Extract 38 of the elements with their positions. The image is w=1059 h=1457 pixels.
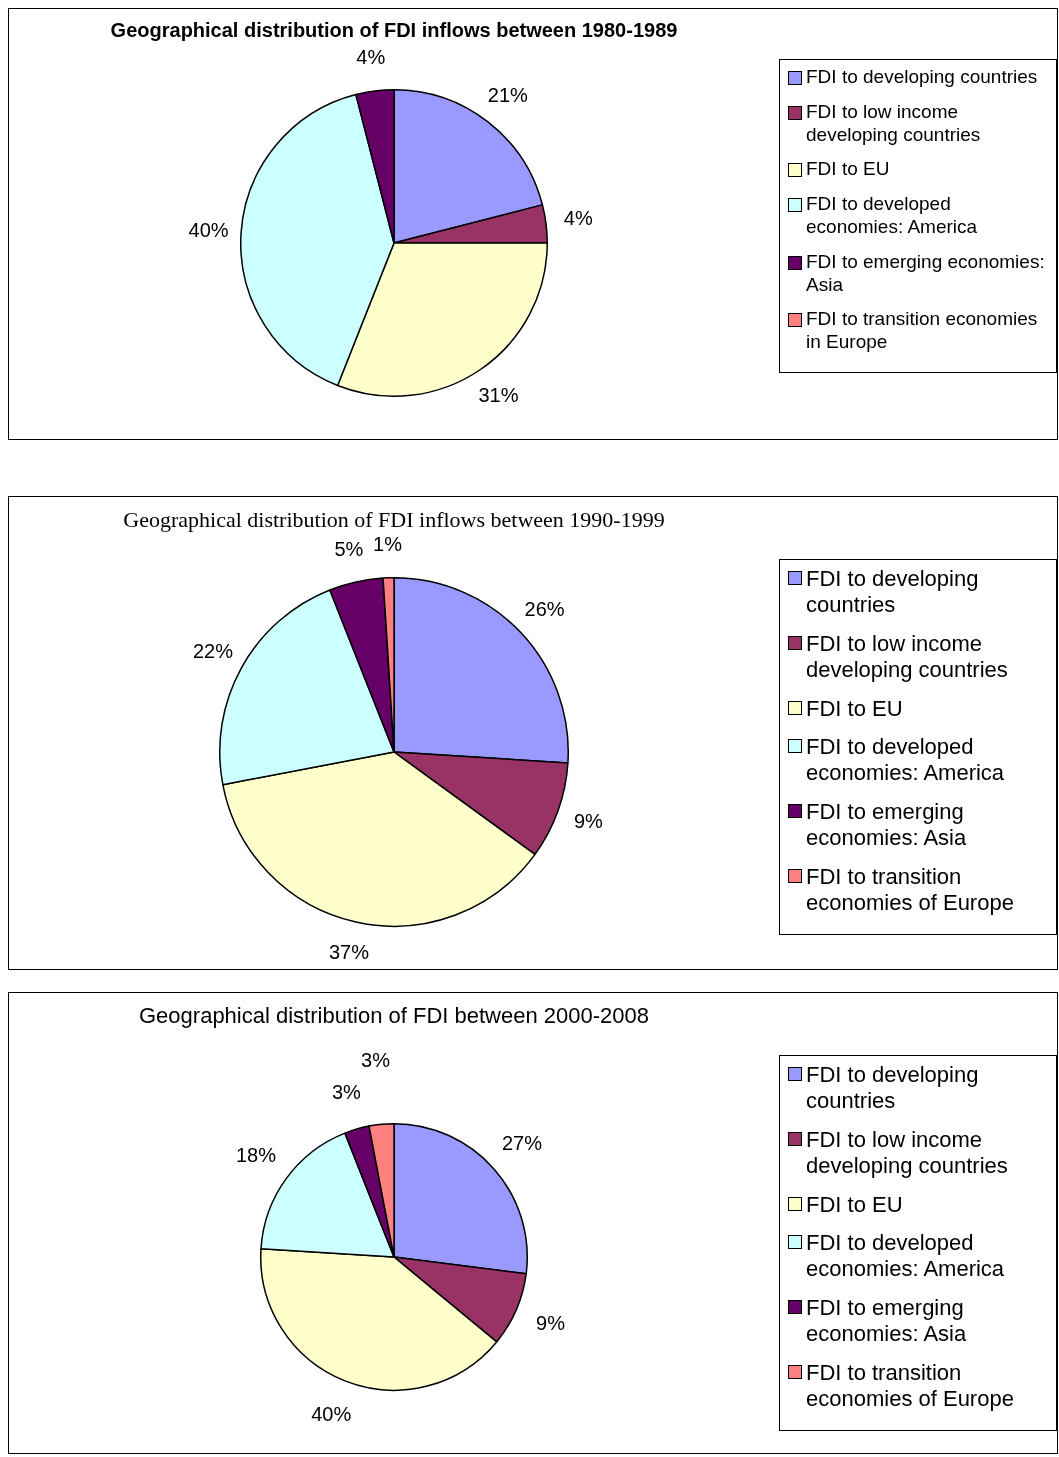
data-label: 31% xyxy=(478,384,519,407)
legend-label: FDI to transition economies of Europe xyxy=(806,863,1015,917)
legend-label: FDI to EU xyxy=(806,1191,903,1218)
data-label: 9% xyxy=(573,809,604,832)
data-label: 21% xyxy=(487,83,529,106)
legend-label: FDI to transition economies of Europe xyxy=(806,1359,1015,1413)
data-label: 22% xyxy=(192,639,234,662)
data-label: 1% xyxy=(373,532,403,555)
chart-title: Geographical distribution of FDI inflows between 1990-1999 xyxy=(123,507,665,532)
legend-label: FDI to developed economies: America xyxy=(806,733,1006,787)
legend-label: FDI to emerging economies: Asia xyxy=(806,798,968,852)
legend-label: FDI to EU xyxy=(806,158,890,182)
data-label: 3% xyxy=(331,1080,362,1103)
chart-title: Geographical distribution of FDI inflows between 1980-1989 xyxy=(110,19,678,41)
data-label: 40% xyxy=(311,1403,352,1426)
data-label: 4% xyxy=(563,207,593,230)
data-label: 27% xyxy=(501,1131,543,1154)
legend-label: FDI to transition economies in Europe xyxy=(806,308,1039,354)
data-label: 40% xyxy=(188,218,229,241)
legend-label: FDI to emerging economies: Asia xyxy=(806,250,1046,297)
data-label: 4% xyxy=(356,46,386,69)
data-label: 5% xyxy=(334,537,364,560)
legend-label: FDI to low income developing countries xyxy=(806,1126,1009,1180)
data-label: 37% xyxy=(328,941,370,964)
legend-label: FDI to EU xyxy=(806,695,903,722)
legend-label: FDI to low income developing countries xyxy=(806,100,982,147)
legend-label: FDI to low income developing countries xyxy=(806,630,1009,684)
chart-title: Geographical distribution of FDI between 2000-2008 xyxy=(138,1002,650,1030)
data-label: 3% xyxy=(361,1048,391,1071)
legend-label: FDI to developing countries xyxy=(806,66,1038,89)
data-label: 26% xyxy=(524,598,565,621)
data-label: 18% xyxy=(235,1144,277,1167)
legend-label: FDI to developed economies: America xyxy=(806,193,979,239)
legend-label: FDI to developing countries xyxy=(806,566,980,619)
data-label: 9% xyxy=(536,1312,566,1335)
legend-label: FDI to developing countries xyxy=(806,1062,980,1115)
legend-label: FDI to emerging economies: Asia xyxy=(806,1294,968,1348)
legend-label: FDI to developed economies: America xyxy=(806,1229,1006,1283)
